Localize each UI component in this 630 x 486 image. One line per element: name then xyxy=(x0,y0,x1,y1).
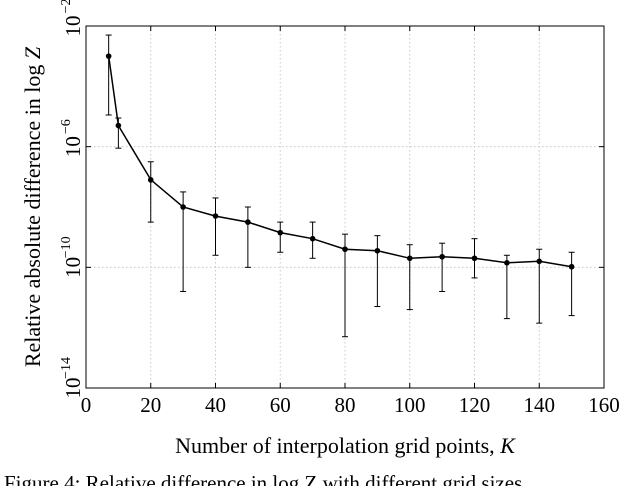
data-point xyxy=(115,122,122,129)
axis-ticks xyxy=(85,25,605,389)
data-point xyxy=(180,204,186,210)
data-point xyxy=(536,258,543,265)
x-tick-label: 60 xyxy=(270,393,291,417)
y-tick-exponent: −10 xyxy=(59,236,74,258)
y-tick-exponent: −2 xyxy=(59,0,74,13)
data-point xyxy=(342,246,348,253)
data-point xyxy=(245,219,251,225)
x-tick-label: 100 xyxy=(394,393,426,417)
y-tick-base: 10 xyxy=(61,257,85,278)
y-tick-label: 10−2 xyxy=(59,0,85,37)
y-axis-label: Relative absolute difference in log Z xyxy=(20,46,45,367)
data-point xyxy=(406,255,413,262)
figure-caption: Figure 4: Relative difference in log Z w… xyxy=(4,471,522,486)
x-tick-label: 20 xyxy=(140,393,161,417)
data-point xyxy=(309,235,316,242)
data-point xyxy=(277,229,284,236)
x-tick-label: 80 xyxy=(335,393,356,417)
data-point xyxy=(212,213,219,219)
x-tick-label: 120 xyxy=(459,393,491,417)
data-point xyxy=(471,255,478,262)
error-bars xyxy=(105,34,575,338)
data-point xyxy=(568,263,575,270)
series-line xyxy=(107,56,572,268)
x-tick-label: 40 xyxy=(205,393,226,417)
data-point xyxy=(147,177,154,183)
y-tick-base: 10 xyxy=(61,378,85,399)
x-tick-labels: 0 20 40 60 80 100 120 140 160 xyxy=(81,393,620,417)
y-tick-base: 10 xyxy=(61,16,85,37)
y-tick-label: 10−10 xyxy=(59,236,85,277)
y-tick-exponent: −14 xyxy=(59,357,74,379)
y-tick-exponent: −6 xyxy=(59,119,74,134)
data-points xyxy=(105,53,575,270)
data-point xyxy=(439,253,445,260)
data-point xyxy=(504,260,510,266)
data-point xyxy=(374,247,381,254)
y-tick-label: 10−14 xyxy=(59,357,85,398)
data-point xyxy=(105,53,112,59)
x-tick-label: 140 xyxy=(524,393,556,417)
y-tick-base: 10 xyxy=(61,136,85,157)
x-axis-label: Number of interpolation grid points, K xyxy=(175,433,516,458)
x-tick-label: 0 xyxy=(81,393,92,417)
x-tick-label: 160 xyxy=(588,393,620,417)
y-tick-label: 10−6 xyxy=(59,119,85,157)
